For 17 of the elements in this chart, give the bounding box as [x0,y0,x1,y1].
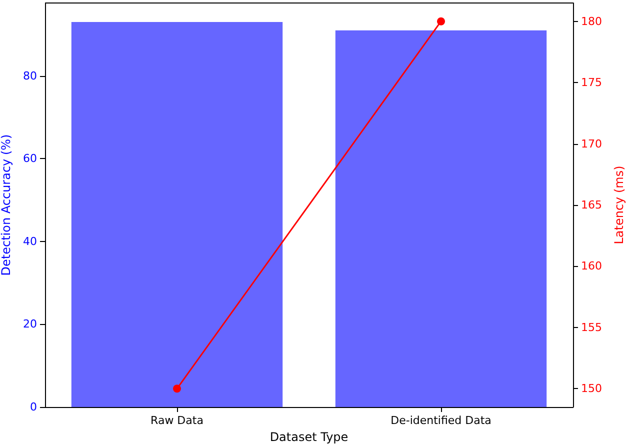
y2-axis-title: Latency (ms) [612,166,626,244]
y2-tick-label: 165 [581,198,602,212]
y2-tick-label: 150 [581,382,602,396]
y-tick-label: 20 [23,318,37,331]
y2-tick-label: 155 [581,320,602,334]
y-axis-title: Detection Accuracy (%) [0,134,14,276]
y-tick-label: 40 [23,234,37,248]
y2-tick-label: 175 [581,76,602,90]
y2-tick-label: 180 [581,14,602,28]
x-tick-label: De-identified Data [390,414,492,427]
x-tick-label: Raw Data [150,414,204,427]
y-tick-label: 80 [23,69,37,82]
y2-tick-label: 170 [581,137,602,150]
y-tick-label: 0 [30,400,37,414]
y2-tick-label: 160 [581,260,602,273]
x-axis-title: Dataset Type [270,430,348,444]
y-tick-label: 60 [23,152,37,166]
